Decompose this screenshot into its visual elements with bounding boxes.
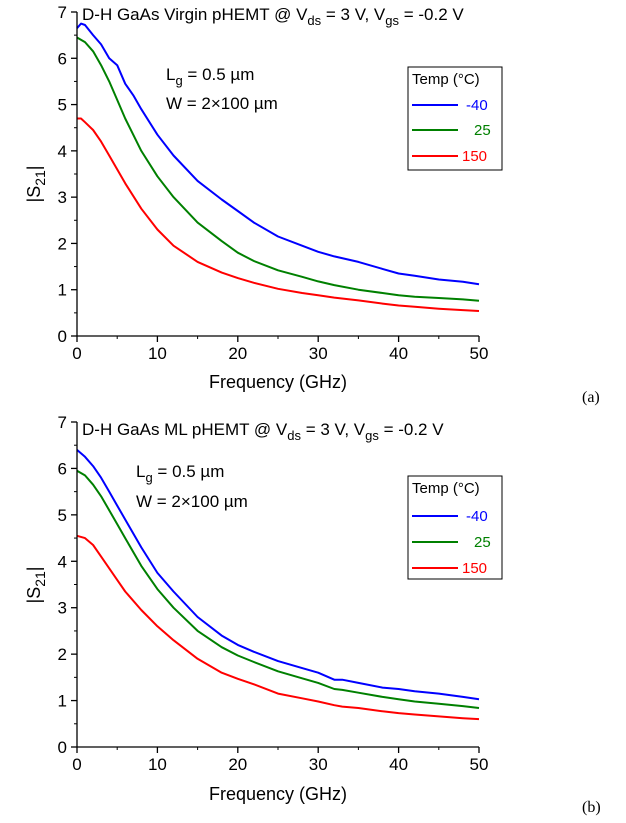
legend-label-a-1: 25: [474, 122, 491, 139]
legend-label-b-0: -40: [466, 508, 488, 525]
x-tick-label-a-2: 20: [228, 344, 247, 363]
chart-title-b: D-H GaAs ML pHEMT @ Vds = 3 V, Vgs = -0.…: [82, 420, 444, 443]
y-tick-label-a-3: 3: [58, 188, 67, 207]
tick-group-a: 0 10 20 30 40 50 0 1 2 3 4 5 6 7: [58, 3, 489, 363]
y-tick-label-a-6: 6: [58, 49, 67, 68]
y-tick-label-a-1: 1: [58, 281, 67, 300]
legend-label-b-1: 25: [474, 534, 491, 551]
y-tick-label-b-5: 5: [58, 506, 67, 525]
x-tick-label-b-4: 40: [389, 755, 408, 774]
y-tick-label-a-4: 4: [58, 142, 67, 161]
legend-box-a: [407, 66, 503, 171]
legend-b: Temp (°C) -40 25 150: [407, 475, 503, 580]
series-line-a-2: [77, 117, 480, 312]
x-tick-label-b-3: 30: [309, 755, 328, 774]
legend-label-a-0: -40: [466, 97, 488, 114]
y-tick-label-a-2: 2: [58, 234, 67, 253]
y-tick-label-b-3: 3: [58, 599, 67, 618]
series-group-b: [76, 449, 480, 721]
panel-b: 0 10 20 30 40 50 0 1 2 3 4 5 6 7 D-H GaAs ML pHEMT @ …: [24, 413, 601, 816]
x-axis-label-b: Frequency (GHz): [209, 784, 347, 804]
y-tick-label-a-0: 0: [58, 327, 67, 346]
panel-label-a: (a): [582, 389, 600, 406]
panel-label-b: (b): [582, 799, 601, 816]
series-group-a: [76, 22, 480, 312]
series-line-a-0: [76, 22, 480, 286]
x-tick-label-a-1: 10: [148, 344, 167, 363]
plot-area-a: 0 10 20 30 40 50 0 1 2 3 4 5 6 7: [58, 3, 489, 363]
x-tick-label-b-0: 0: [72, 755, 81, 774]
y-tick-label-b-6: 6: [58, 459, 67, 478]
legend-title-b: Temp (°C): [412, 480, 480, 497]
series-line-b-2: [76, 534, 480, 721]
series-line-a-1: [76, 36, 480, 302]
legend-a: Temp (°C) -40 25 150: [407, 66, 503, 171]
y-tick-label-a-7: 7: [58, 3, 67, 22]
y-axis-label-a: |S21|: [24, 166, 48, 203]
x-tick-label-a-5: 50: [470, 344, 489, 363]
annotation-w-a: W = 2×100 µm: [166, 94, 278, 113]
panel-a: 0 10 20 30 40 50 0 1 2 3 4 5 6 7 D-H GaAs Virgin pHEM…: [24, 3, 600, 406]
y-tick-label-b-4: 4: [58, 552, 67, 571]
legend-box-b: [407, 475, 503, 580]
x-tick-label-a-0: 0: [72, 344, 81, 363]
tick-group-b: 0 10 20 30 40 50 0 1 2 3 4 5 6 7: [58, 413, 489, 774]
x-axis-label-a: Frequency (GHz): [209, 372, 347, 392]
legend-label-b-2: 150: [462, 560, 487, 577]
x-tick-label-a-3: 30: [309, 344, 328, 363]
y-tick-label-a-5: 5: [58, 96, 67, 115]
x-tick-label-b-5: 50: [470, 755, 489, 774]
series-line-b-0: [76, 449, 480, 701]
annotation-lg-a: Lg = 0.5 µm: [166, 65, 254, 88]
x-tick-label-a-4: 40: [389, 344, 408, 363]
plot-area-b: 0 10 20 30 40 50 0 1 2 3 4 5 6 7: [58, 413, 489, 774]
annotation-lg-b: Lg = 0.5 µm: [136, 462, 224, 485]
y-tick-label-b-2: 2: [58, 645, 67, 664]
y-tick-label-b-7: 7: [58, 413, 67, 432]
legend-label-a-2: 150: [462, 148, 487, 165]
x-tick-label-b-2: 20: [228, 755, 247, 774]
legend-title-a: Temp (°C): [412, 71, 480, 88]
series-line-b-1: [76, 469, 480, 709]
chart-title-a: D-H GaAs Virgin pHEMT @ Vds = 3 V, Vgs =…: [82, 5, 464, 28]
x-tick-label-b-1: 10: [148, 755, 167, 774]
y-axis-label-b: |S21|: [24, 567, 48, 604]
annotation-w-b: W = 2×100 µm: [136, 492, 248, 511]
y-tick-label-b-0: 0: [58, 738, 67, 757]
y-tick-label-b-1: 1: [58, 692, 67, 711]
